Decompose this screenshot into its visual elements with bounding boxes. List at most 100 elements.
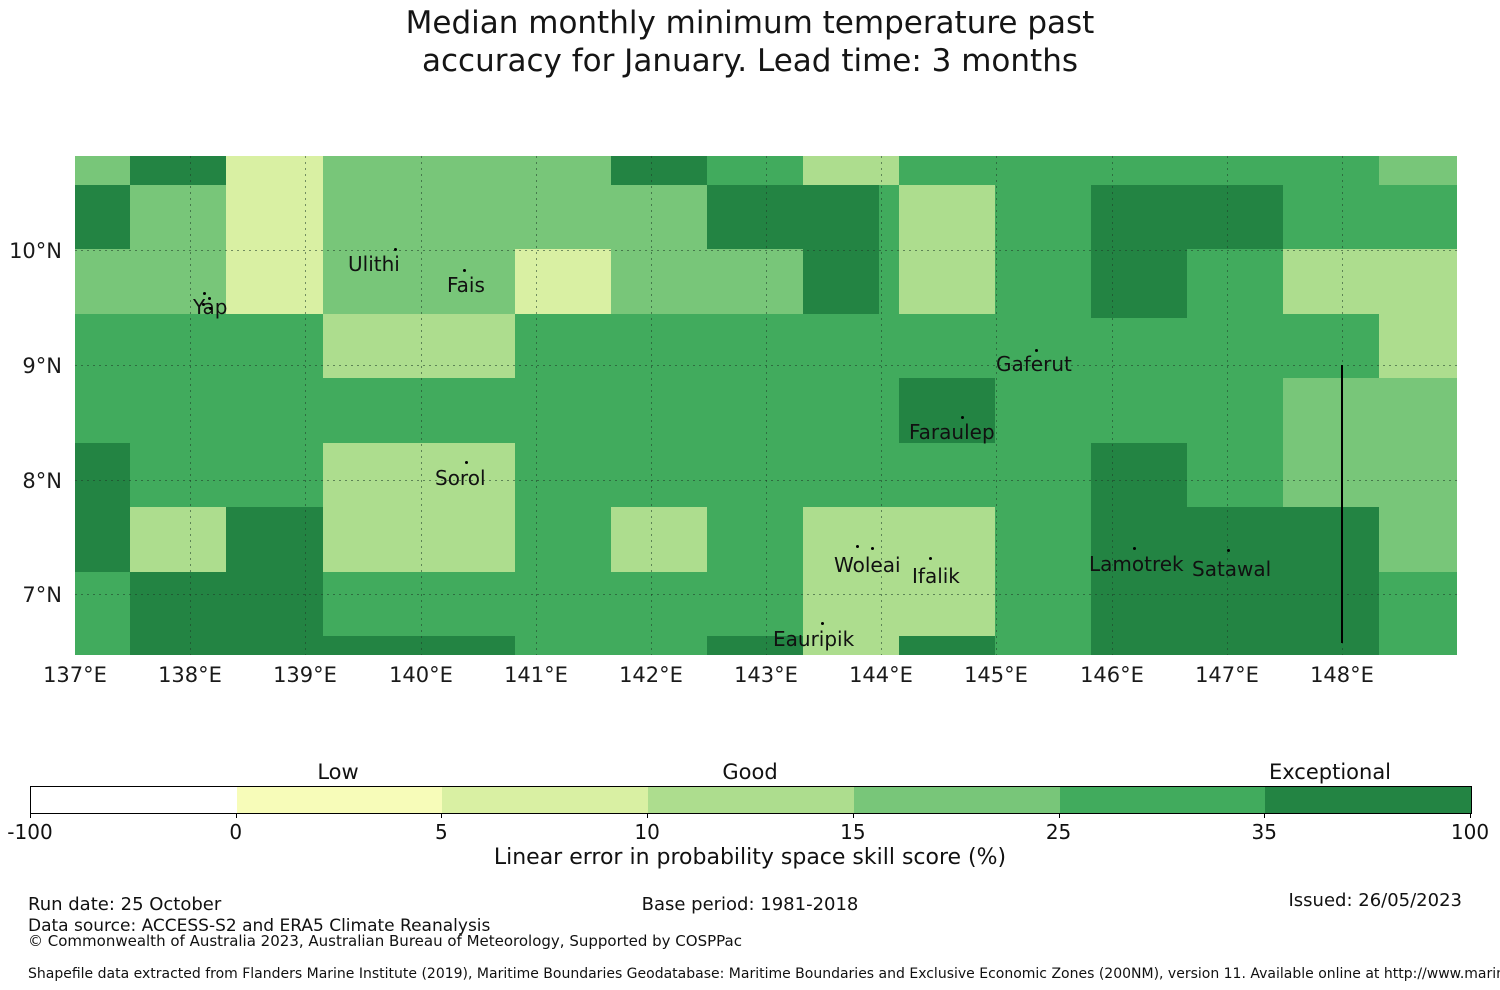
y-tick-label: 7°N (22, 583, 62, 607)
island-label-woleai: Woleai (834, 553, 901, 577)
heatmap-cell (803, 636, 899, 655)
x-tick-label: 143°E (734, 663, 798, 687)
island-label-lamotrek: Lamotrek (1089, 552, 1184, 576)
heatmap-cell (515, 249, 611, 314)
colorbar-segment (236, 787, 443, 813)
colorbar-tickmark (30, 813, 31, 818)
colorbar-ticklabel: 35 (1251, 820, 1278, 844)
heatmap-cell (1187, 507, 1379, 655)
heatmap-cell (1283, 249, 1457, 314)
colorbar-tickmark (647, 813, 649, 818)
heatmap-cell (611, 156, 707, 185)
heatmap-cell (130, 507, 226, 572)
colorbar-segment (442, 787, 649, 813)
heatmap-cell (1379, 314, 1457, 378)
heatmap-cell (130, 572, 226, 655)
heatmap-cell (323, 636, 515, 655)
island-label-fais: Fais (447, 273, 485, 297)
figure-title-line1: Median monthly minimum temperature past (405, 5, 1095, 41)
heatmap-cell (130, 156, 226, 185)
y-tick-label: 10°N (9, 239, 62, 263)
heatmap-cell (1091, 185, 1283, 249)
figure-title-line2: accuracy for January. Lead time: 3 month… (421, 43, 1078, 79)
island-dot-woleai (856, 545, 859, 548)
gridline-vertical (1227, 156, 1228, 655)
heatmap-cell (899, 378, 995, 443)
heatmap-cell (611, 507, 707, 572)
x-tick-label: 146°E (1080, 663, 1144, 687)
island-dot-sorol (465, 461, 468, 464)
island-dot-gaferut (1035, 349, 1038, 352)
heatmap-cell (226, 507, 323, 655)
gridline-horizontal (75, 250, 1457, 251)
island-label-faraulep: Faraulep (909, 420, 995, 444)
island-dot-faraulep (961, 416, 964, 419)
colorbar-ticklabel: 10 (634, 820, 660, 844)
x-tick-label: 137°E (43, 663, 107, 687)
heatmap-cell (1379, 156, 1457, 185)
footer-shapefile: Shapefile data extracted from Flanders M… (28, 966, 1500, 982)
heatmap-cell (899, 185, 995, 314)
colorbar-segment (853, 787, 1060, 813)
footer-base-period: Base period: 1981-2018 (641, 894, 859, 915)
island-dot-fais (463, 269, 466, 272)
colorbar-tickmark (852, 813, 854, 818)
heatmap-cell (75, 185, 130, 249)
x-tick-label: 138°E (158, 663, 222, 687)
gridline-horizontal (75, 480, 1457, 481)
island-label-ulithi: Ulithi (348, 252, 400, 276)
x-tick-label: 141°E (504, 663, 568, 687)
heatmap-cell (226, 156, 323, 314)
colorbar-tickmark (441, 813, 443, 818)
heatmap-cell (323, 156, 611, 185)
island-dot-yap (202, 303, 205, 306)
colorbar-segment (1059, 787, 1266, 813)
footer-copyright: © Commonwealth of Australia 2023, Austra… (28, 932, 742, 950)
figure-title: Median monthly minimum temperature past … (0, 4, 1500, 80)
footer-issued: Issued: 26/05/2023 (1288, 890, 1462, 911)
heatmap-cell (1091, 443, 1187, 655)
colorbar-category-good: Good (722, 760, 778, 784)
island-dot-lamotrek (1133, 547, 1136, 550)
island-dot-ifalik (929, 557, 932, 560)
colorbar-xlabel: Linear error in probability space skill … (493, 845, 1007, 870)
island-label-gaferut: Gaferut (996, 352, 1072, 376)
colorbar-ticklabel: -100 (7, 820, 53, 844)
heatmap-cell (899, 636, 995, 655)
heatmap-cell (803, 507, 995, 636)
island-dot-yap (209, 307, 212, 310)
colorbar-ticklabel: 5 (435, 820, 448, 844)
gridline-vertical (305, 156, 306, 655)
colorbar-tickmark (1264, 813, 1266, 818)
colorbar-ticklabel: 25 (1045, 820, 1072, 844)
island-dot-yap (203, 292, 206, 295)
heatmap-cell (75, 249, 226, 314)
heatmap-cell (707, 185, 879, 249)
heatmap-cell (1091, 249, 1187, 318)
x-tick-label: 139°E (273, 663, 337, 687)
y-tick-label: 9°N (22, 354, 62, 378)
gridline-vertical (190, 156, 191, 655)
heatmap-cell (75, 443, 130, 572)
x-tick-label: 147°E (1195, 663, 1259, 687)
island-dot-woleai (871, 547, 874, 550)
gridline-vertical (536, 156, 537, 655)
footer-run-date: Run date: 25 October (28, 894, 222, 915)
gridline-vertical (766, 156, 767, 655)
colorbar-segment (1265, 787, 1472, 813)
gridline-vertical (881, 156, 882, 655)
gridline-horizontal (75, 365, 1457, 366)
colorbar-ticklabel: 15 (840, 820, 866, 844)
island-label-satawal: Satawal (1192, 557, 1272, 581)
x-tick-label: 145°E (964, 663, 1028, 687)
heatmap-cell (323, 314, 515, 378)
x-tick-label: 148°E (1310, 663, 1374, 687)
y-tick-label: 8°N (22, 469, 62, 493)
colorbar-category-low: Low (317, 760, 359, 784)
x-tick-label: 144°E (849, 663, 913, 687)
gridline-vertical (421, 156, 422, 655)
heatmap-cell (130, 185, 226, 249)
heatmap-cell (323, 443, 515, 572)
heatmap-cell (803, 156, 899, 185)
gridline-vertical (651, 156, 652, 655)
